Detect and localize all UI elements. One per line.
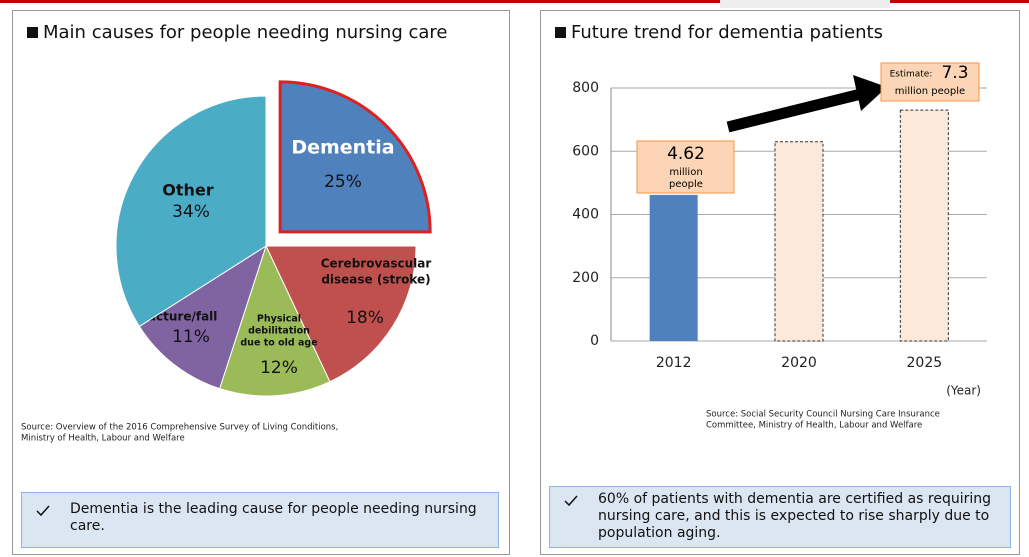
slice-label: Dementia: [291, 137, 394, 159]
annotation-box: [880, 62, 980, 102]
slice-label: Cerebrovascular: [321, 257, 432, 271]
top-tab: [720, 0, 890, 8]
top-rule: [0, 0, 1029, 3]
x-tick-label: 2020: [781, 355, 817, 371]
slice-value-label: 11%: [172, 327, 210, 347]
annotation-text: million: [669, 167, 702, 178]
annotation-text: 4.62: [667, 144, 705, 164]
right-panel: Future trend for dementia patients 0 200 4…: [540, 10, 1020, 555]
note-text: Dementia is the leading cause for people…: [70, 501, 477, 534]
bar: [899, 109, 949, 342]
arrow-head: [853, 75, 887, 111]
bar-chart: 0 200 400 600 800 2012 2020 2025(Year) 4.62 milli…: [572, 62, 987, 431]
slice-value-label: 25%: [324, 172, 362, 192]
source-text: Committee, Ministry of Health, Labour an…: [706, 421, 922, 431]
check-icon: [564, 495, 578, 507]
x-axis-label: (Year): [946, 384, 981, 398]
x-tick-label: 2012: [656, 355, 692, 371]
note-text: 60% of patients with dementia are certif…: [598, 491, 992, 541]
pie-slice: [265, 245, 417, 383]
annotation-text: people: [669, 179, 703, 190]
slice-label: Physical: [257, 314, 301, 325]
y-tick-label: 200: [572, 270, 599, 286]
source-text: Source: Overview of the 2016 Comprehensi…: [21, 423, 338, 433]
pie-slice: [115, 95, 267, 328]
pie-slice: [278, 80, 432, 234]
pie-slice: [138, 244, 267, 390]
note-box: Dementia is the leading cause for people…: [21, 492, 499, 548]
y-tick-label: 800: [572, 80, 599, 96]
panel-title: Main causes for people needing nursing c…: [27, 21, 487, 44]
annotation-text: Estimate:: [890, 70, 933, 80]
source-text: Ministry of Health, Labour and Welfare: [21, 434, 185, 444]
y-tick-label: 400: [572, 207, 599, 223]
annotation-box: [636, 140, 735, 194]
pie-chart: Dementia 25% Cerebrovascular disease (strok…: [21, 80, 432, 444]
y-tick-label: 0: [590, 333, 599, 349]
panel-title: Future trend for dementia patients: [555, 21, 883, 44]
trend-arrow: [726, 88, 863, 133]
pie-slice: [219, 244, 331, 397]
slice-value-label: 18%: [346, 308, 384, 328]
y-tick-label: 600: [572, 143, 599, 159]
slice-label: debilitation: [248, 326, 310, 337]
bar: [649, 194, 698, 341]
title-text: Main causes for people needing nursing c…: [43, 22, 448, 43]
check-icon: [36, 505, 50, 517]
annotation-text: 7.3: [941, 63, 968, 83]
x-tick-label: 2025: [907, 355, 943, 371]
note-box: 60% of patients with dementia are certif…: [549, 486, 1011, 548]
slice-value-label: 12%: [260, 358, 298, 378]
bar: [774, 141, 824, 342]
slice-label: Other: [162, 181, 213, 200]
title-text: Future trend for dementia patients: [571, 22, 883, 43]
slice-label: due to old age: [240, 338, 317, 349]
source-text: Source: Social Security Council Nursing …: [706, 410, 940, 420]
slice-label: disease (stroke): [321, 273, 430, 287]
annotation-text: million people: [895, 86, 965, 97]
left-panel: Main causes for people needing nursing c…: [12, 10, 510, 555]
slice-value-label: 34%: [172, 202, 210, 222]
